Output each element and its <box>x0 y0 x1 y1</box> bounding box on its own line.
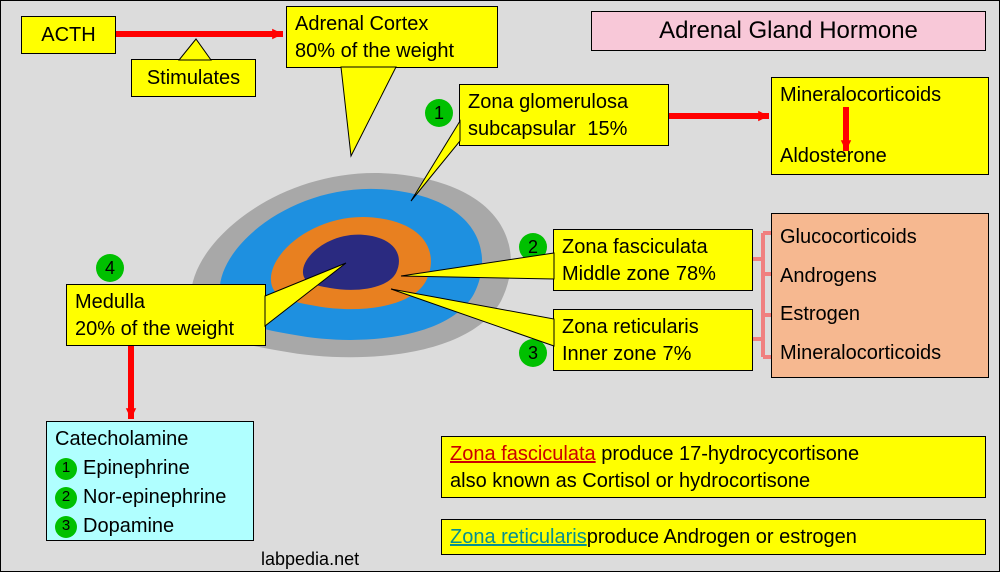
note-fasciculata: Zona fasciculata produce 17-hydrocycorti… <box>441 436 986 498</box>
watermark: labpedia.net <box>261 549 359 570</box>
note1-rest1: produce 17-hydrocycortisone <box>596 443 859 465</box>
note2-rest: produce Androgen or estrogen <box>587 524 857 551</box>
catecholamine-box: Catecholamine 1 Epinephrine 2 Nor-epinephrin… <box>46 421 254 541</box>
note1-line2: also known as Cortisol or hydrocortisone <box>450 468 977 495</box>
diagram-canvas: Adrenal Gland HormoneACTHStimulatesAdren… <box>0 0 1000 572</box>
catechol-row-1: 2 Nor-epinephrine <box>55 484 245 511</box>
catechol-badge-0: 1 <box>55 458 77 480</box>
note1-link: Zona fasciculata <box>450 443 596 465</box>
catechol-badge-2: 3 <box>55 516 77 538</box>
catechol-label-2: Dopamine <box>83 513 174 540</box>
catechol-label-1: Nor-epinephrine <box>83 484 226 511</box>
note-reticularis: Zona reticularis produce Androgen or est… <box>441 519 986 555</box>
catechol-row-2: 3 Dopamine <box>55 513 245 540</box>
catechol-badge-1: 2 <box>55 487 77 509</box>
catechol-row-0: 1 Epinephrine <box>55 455 245 482</box>
catechol-title: Catecholamine <box>55 426 245 453</box>
note1-line1: Zona fasciculata produce 17-hydrocycorti… <box>450 441 977 468</box>
catechol-label-0: Epinephrine <box>83 455 190 482</box>
note2-link: Zona reticularis <box>450 524 587 551</box>
